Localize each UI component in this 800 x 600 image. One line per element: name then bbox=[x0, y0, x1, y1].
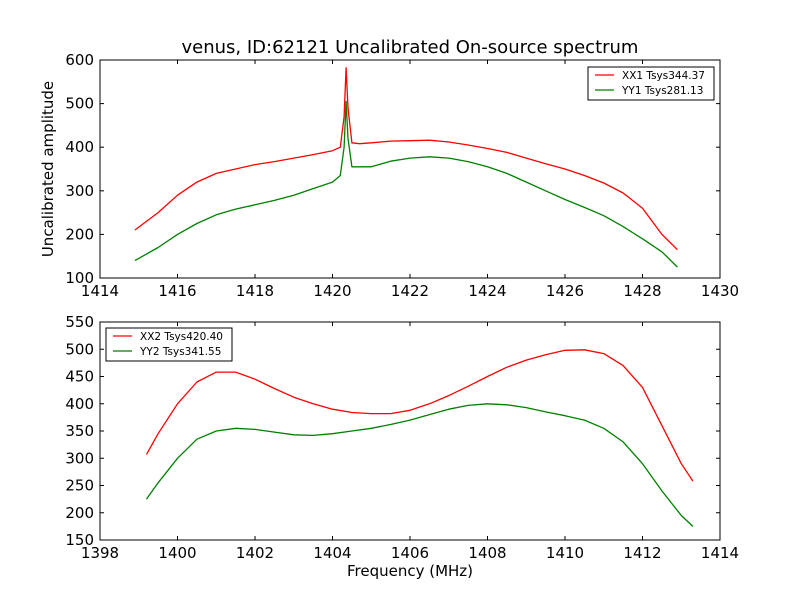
x-tick-label: 1414 bbox=[701, 544, 739, 562]
y-tick-label: 300 bbox=[65, 449, 94, 467]
x-tick-label: 1418 bbox=[236, 282, 274, 300]
x-tick-label: 1428 bbox=[623, 282, 661, 300]
legend: XX1 Tsys344.37 YY1 Tsys281.13 bbox=[587, 66, 715, 101]
y-tick-label: 350 bbox=[65, 422, 94, 440]
legend-label: XX2 Tsys420.40 bbox=[140, 331, 223, 343]
legend-label: YY2 Tsys341.55 bbox=[139, 346, 221, 358]
x-tick-label: 1408 bbox=[468, 544, 506, 562]
legend-label: YY1 Tsys281.13 bbox=[621, 85, 703, 97]
x-tick-label: 1404 bbox=[313, 544, 351, 562]
bottom-plot: 1398 1400 1402 1404 1406 1408 1410 1412 1414 150 2… bbox=[65, 313, 739, 562]
x-tick-label: 1430 bbox=[701, 282, 739, 300]
y-tick-label: 550 bbox=[65, 313, 94, 331]
legend-box bbox=[105, 327, 233, 362]
y-tick-label: 200 bbox=[65, 504, 94, 522]
chart-title: venus, ID:62121 Uncalibrated On-source s… bbox=[182, 37, 639, 58]
y-tick-label: 400 bbox=[65, 395, 94, 413]
x-tick-label: 1398 bbox=[81, 544, 119, 562]
legend-box bbox=[587, 66, 715, 101]
x-tick-label: 1426 bbox=[546, 282, 584, 300]
y-tick-label: 250 bbox=[65, 477, 94, 495]
x-tick-label: 1400 bbox=[158, 544, 196, 562]
x-tick-label: 1410 bbox=[546, 544, 584, 562]
x-axis-label: Frequency (MHz) bbox=[347, 562, 473, 580]
y-tick-label: 600 bbox=[65, 51, 94, 69]
series-line-1-1 bbox=[134, 67, 678, 251]
top-plot: 1414 1416 1418 1420 1422 1424 1426 1428 1430 100 2… bbox=[65, 51, 739, 300]
y-tick-label: 500 bbox=[65, 95, 94, 113]
series-line-2-1 bbox=[145, 349, 694, 482]
y-tick-label: 150 bbox=[65, 531, 94, 549]
y-tick-label: 450 bbox=[65, 368, 94, 386]
series-line-2-2 bbox=[145, 403, 694, 527]
y-tick-label: 500 bbox=[65, 340, 94, 358]
legend: XX2 Tsys420.40 YY2 Tsys341.55 bbox=[105, 327, 233, 362]
y-axis-label: Uncalibrated amplitude bbox=[39, 81, 57, 257]
x-tick-label: 1402 bbox=[236, 544, 274, 562]
y-tick-label: 400 bbox=[65, 138, 94, 156]
x-tick-label: 1422 bbox=[391, 282, 429, 300]
y-tick-label: 300 bbox=[65, 182, 94, 200]
x-tick-label: 1406 bbox=[391, 544, 429, 562]
y-tick-label: 200 bbox=[65, 225, 94, 243]
x-tick-label: 1424 bbox=[468, 282, 506, 300]
series-line-1-2 bbox=[134, 100, 678, 268]
x-tick-label: 1412 bbox=[623, 544, 661, 562]
x-tick-label: 1420 bbox=[313, 282, 351, 300]
x-tick-label: 1416 bbox=[158, 282, 196, 300]
y-tick-label: 100 bbox=[65, 269, 94, 287]
x-tick-label: 1414 bbox=[81, 282, 119, 300]
legend-label: XX1 Tsys344.37 bbox=[622, 70, 705, 82]
